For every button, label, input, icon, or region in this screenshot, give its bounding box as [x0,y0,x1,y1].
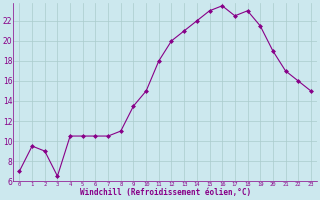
X-axis label: Windchill (Refroidissement éolien,°C): Windchill (Refroidissement éolien,°C) [80,188,251,197]
